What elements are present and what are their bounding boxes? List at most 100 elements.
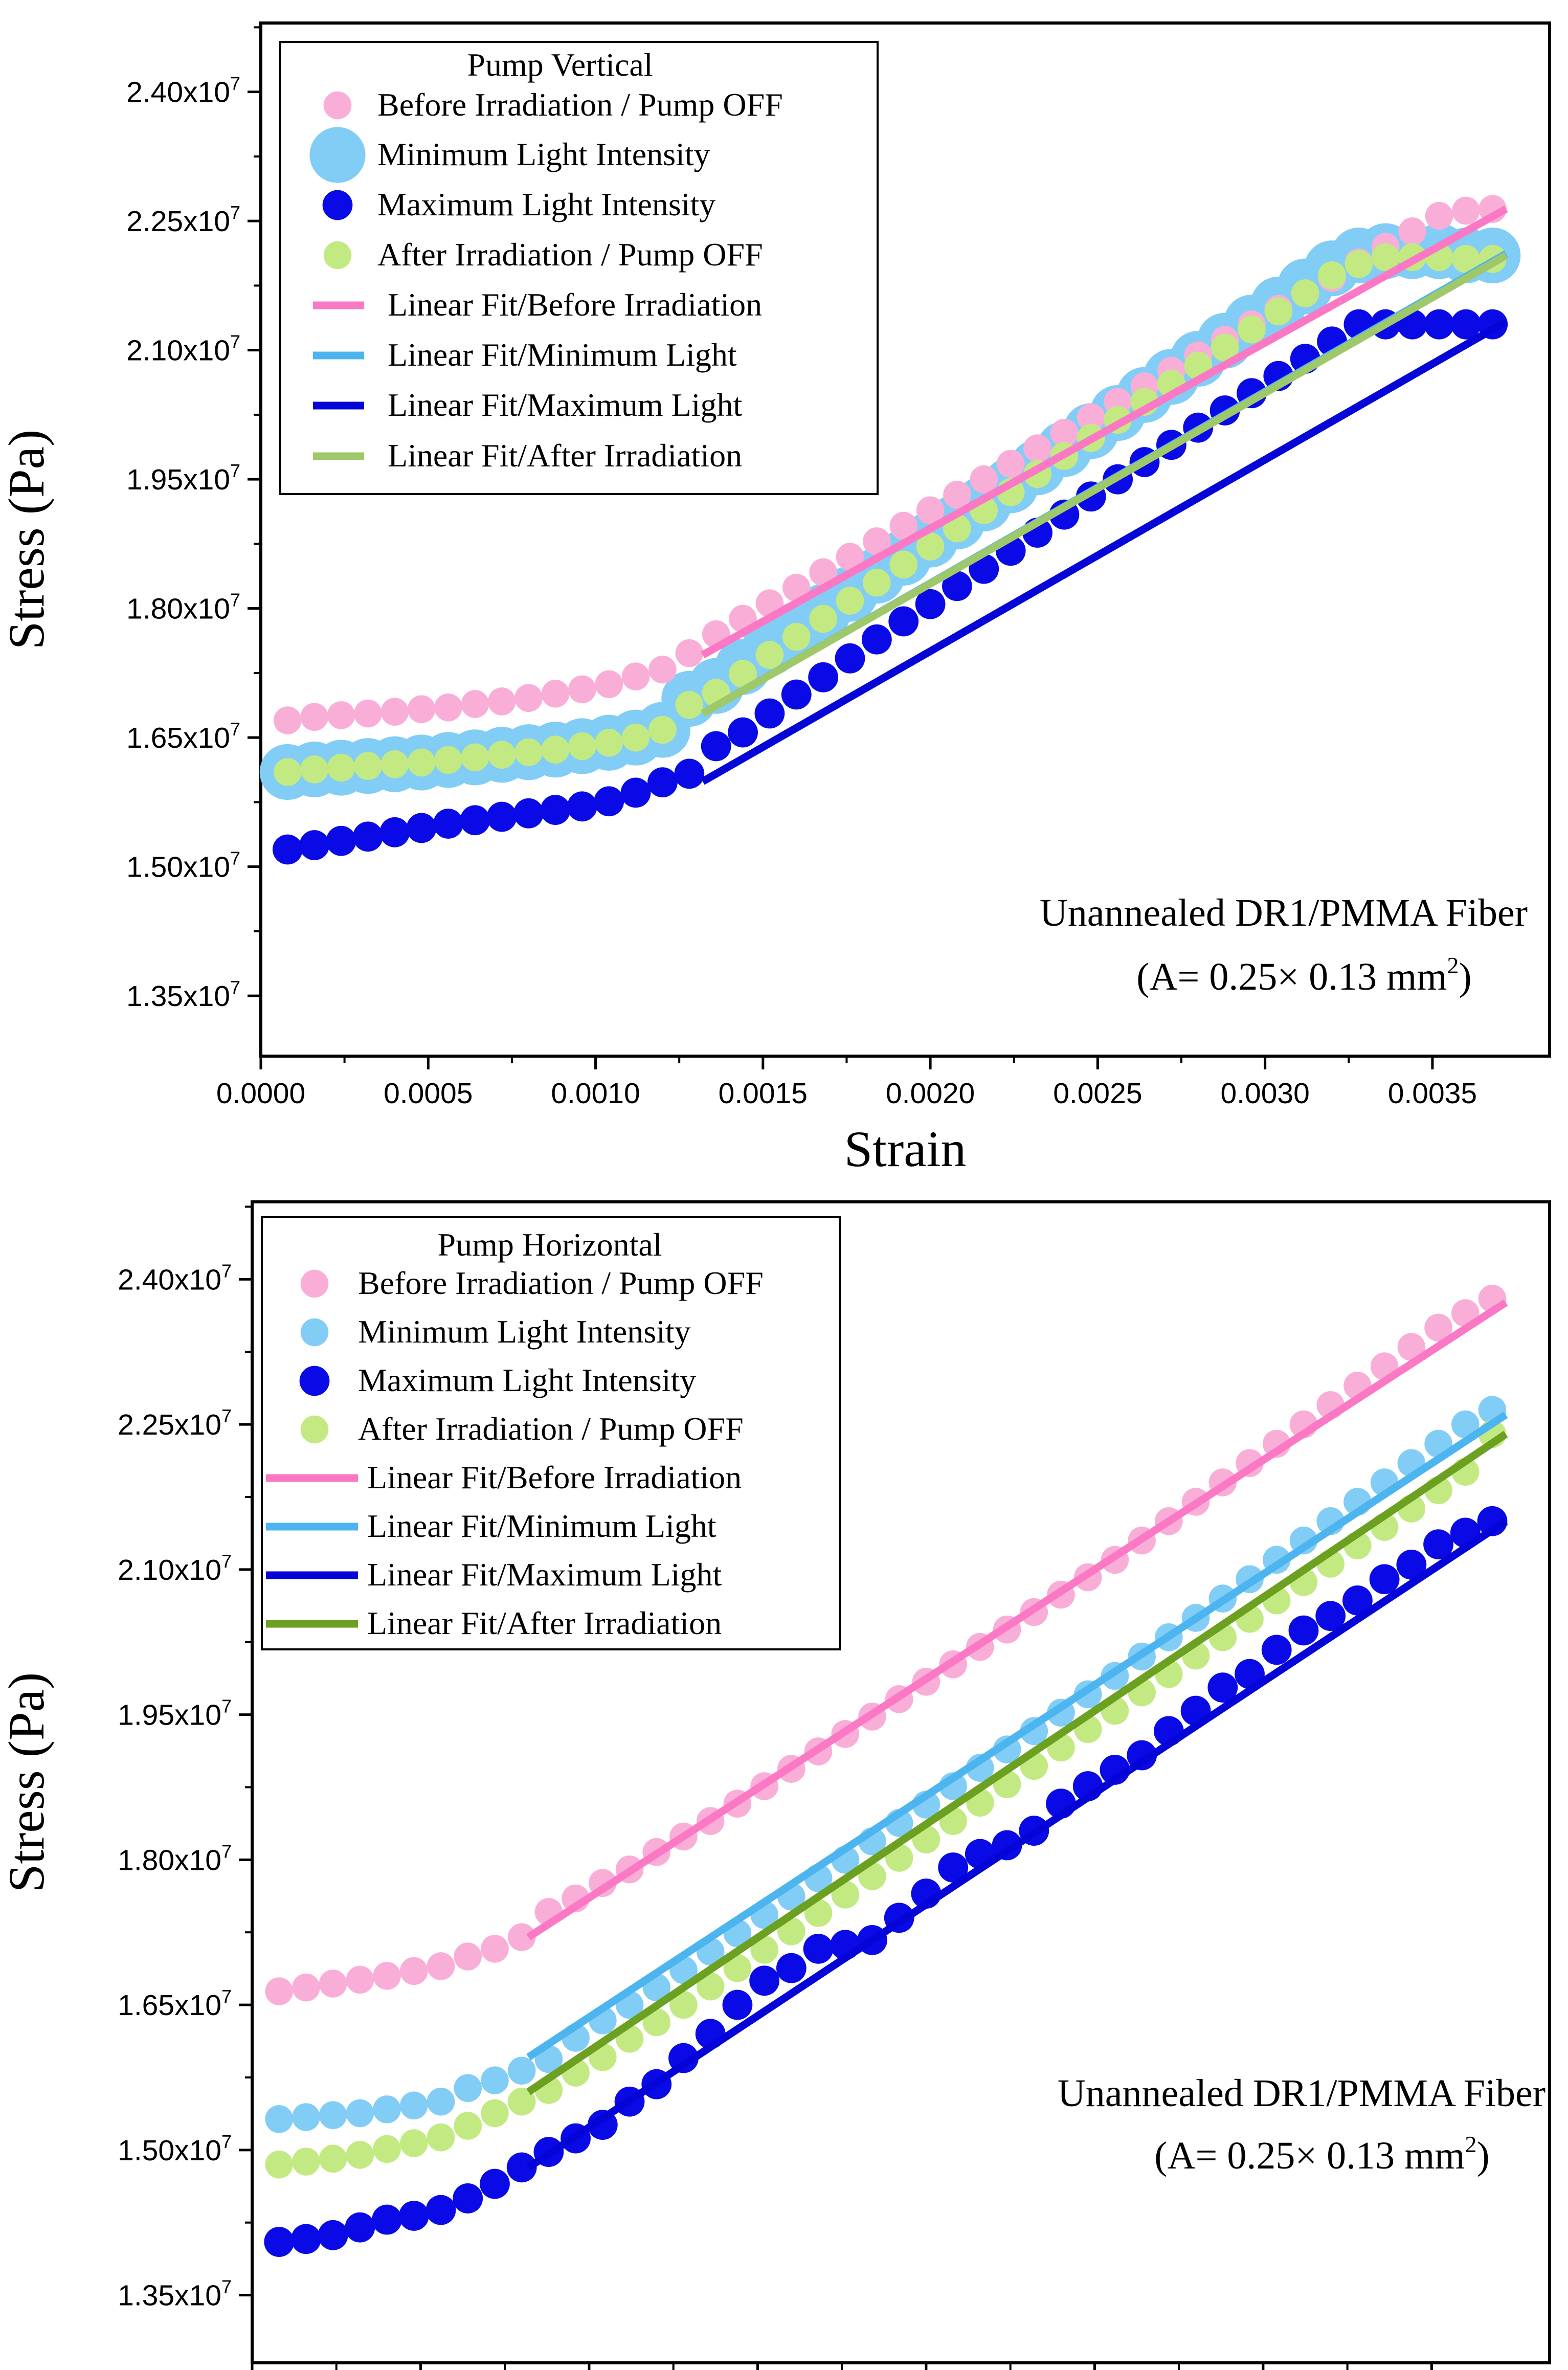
data-point: [319, 1970, 347, 1998]
chart-panel-top: 0.0000 0.0005 0.0010 0.0015 0.0020 0.0025 0.00…: [0, 21, 1551, 1177]
data-point: [642, 2008, 671, 2037]
data-point: [454, 2074, 482, 2103]
legend-label: Linear Fit/Maximum Light: [367, 1556, 722, 1593]
data-point: [481, 2066, 509, 2094]
data-point: [327, 753, 355, 782]
data-point: [567, 791, 597, 822]
data-point: [888, 606, 919, 637]
data-point: [453, 2183, 483, 2214]
y-axis-title: Stress (Pa): [0, 430, 55, 650]
data-point: [1424, 1313, 1452, 1342]
legend-label: Linear Fit/Maximum Light: [388, 387, 742, 423]
data-point: [749, 1965, 780, 1996]
data-point: [434, 746, 462, 774]
legend-label: Linear Fit/Before Irradiation: [388, 286, 762, 323]
data-point: [481, 1935, 509, 1963]
legend-title: Pump Vertical: [467, 47, 653, 83]
legend-marker: [299, 1366, 330, 1396]
legend-label: Minimum Light Intensity: [358, 1313, 691, 1350]
data-point: [274, 758, 302, 786]
data-point: [595, 670, 623, 699]
data-point: [696, 1972, 725, 2001]
legend-marker: [322, 190, 353, 220]
data-point: [1450, 309, 1481, 340]
data-point: [648, 655, 677, 684]
legend-label: Maximum Light Intensity: [358, 1362, 696, 1398]
data-point: [594, 786, 624, 817]
data-point: [346, 1965, 374, 1994]
data-point: [1424, 309, 1454, 340]
data-point: [460, 805, 490, 836]
data-point: [300, 755, 329, 784]
data-point: [916, 496, 945, 525]
data-point: [621, 723, 650, 752]
y-tick-label: 2.10x107: [118, 1551, 232, 1586]
data-point: [264, 2227, 295, 2257]
legend-box: [261, 1216, 841, 1650]
data-point: [1423, 1529, 1453, 1560]
data-point: [669, 1991, 698, 2019]
y-tick-label: 1.95x107: [118, 1696, 232, 1732]
legend-marker: [309, 127, 366, 183]
data-point: [1345, 250, 1373, 278]
data-point: [427, 2087, 455, 2116]
data-point: [916, 532, 945, 561]
data-point: [648, 716, 677, 744]
data-point: [353, 821, 383, 852]
y-tick-label: 2.10x107: [126, 331, 240, 367]
data-point: [507, 1923, 536, 1951]
data-point: [425, 2195, 456, 2225]
legend-label: Before Irradiation / Pump OFF: [358, 1265, 764, 1301]
data-point: [809, 558, 837, 587]
data-point: [454, 1942, 482, 1971]
y-tick-label: 1.35x107: [118, 2276, 232, 2312]
x-axis-title: Strain: [844, 1121, 967, 1177]
x-tick-label: 0.0000: [216, 1077, 305, 1110]
data-point: [292, 1973, 320, 2002]
data-point: [1050, 418, 1079, 447]
data-point: [776, 1953, 807, 1983]
legend-label: Minimum Light Intensity: [377, 136, 710, 172]
data-point: [407, 695, 436, 723]
data-point: [540, 795, 571, 825]
data-point: [1318, 261, 1346, 289]
data-point: [461, 690, 489, 718]
y-tick-label: 2.40x107: [126, 73, 240, 109]
legend-box: [279, 41, 879, 495]
data-point: [723, 1954, 752, 1982]
data-point: [1371, 243, 1400, 272]
y-tick-label: 1.80x107: [118, 1841, 232, 1876]
data-point: [346, 2099, 374, 2128]
legend-marker: [323, 91, 352, 120]
data-point: [480, 2168, 510, 2199]
sample-annotation: Unannealed DR1/PMMA Fiber: [1040, 891, 1528, 934]
data-point: [400, 2091, 428, 2120]
data-point: [513, 798, 544, 829]
fit-line-1: [526, 1411, 1508, 2061]
data-point: [729, 660, 757, 688]
data-point: [291, 2224, 321, 2254]
data-point: [595, 728, 623, 757]
y-tick-label: 1.80x107: [126, 590, 240, 625]
y-axis-title: Stress (Pa): [0, 1672, 55, 1893]
x-tick-label: 0.0030: [1220, 1077, 1309, 1110]
data-point: [647, 767, 678, 798]
x-tick-label: 0.0015: [719, 1077, 808, 1110]
data-point: [754, 698, 785, 729]
data-point: [675, 690, 704, 719]
data-point: [943, 481, 971, 509]
data-point: [507, 2056, 536, 2085]
data-point: [346, 2140, 374, 2169]
data-point: [996, 450, 1025, 478]
data-point: [272, 834, 303, 865]
sample-annotation: Unannealed DR1/PMMA Fiber: [1058, 2072, 1545, 2115]
data-point: [398, 2201, 429, 2231]
data-point: [1451, 1410, 1480, 1439]
data-point: [1023, 434, 1051, 462]
data-point: [265, 2105, 294, 2133]
data-point: [541, 735, 570, 764]
data-point: [1452, 196, 1480, 225]
data-point: [809, 605, 837, 633]
data-point: [299, 830, 330, 860]
data-point: [938, 1852, 969, 1883]
